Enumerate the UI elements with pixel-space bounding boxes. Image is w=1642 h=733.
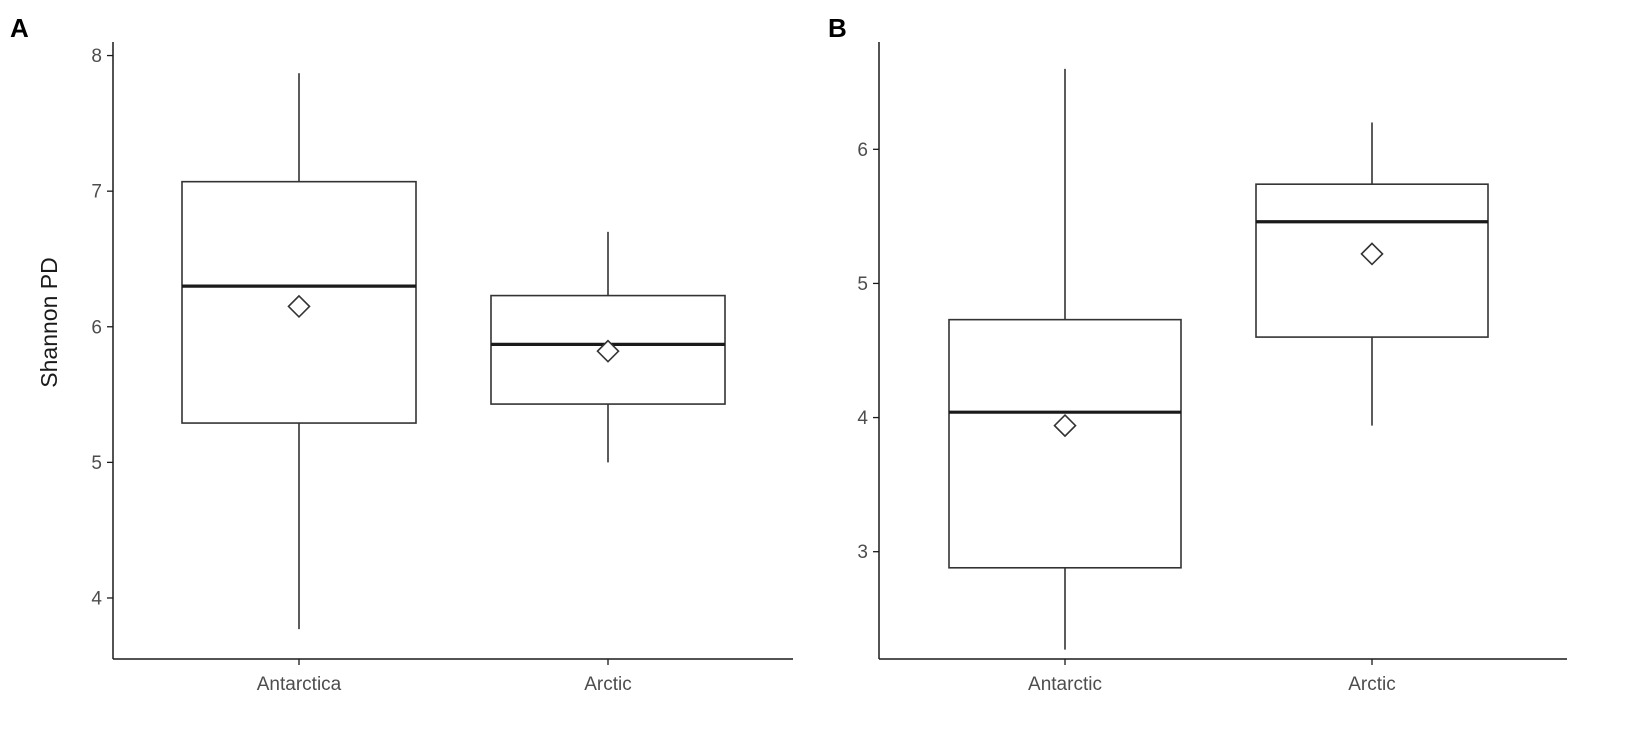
mean-marker — [287, 294, 311, 319]
y-tick-label: 4 — [857, 408, 868, 429]
mean-marker — [1053, 413, 1077, 438]
box-antarctic — [948, 68, 1182, 650]
box-arctic — [490, 231, 726, 463]
panel-label: A — [10, 13, 29, 43]
box-iqr — [181, 180, 417, 424]
panel-b: B 3 4 5 6 Antarctic Arctic — [828, 13, 1567, 695]
y-axis-title: Shannon PD — [36, 257, 62, 387]
y-tick-label: 5 — [91, 453, 102, 474]
x-tick-label: Antarctica — [257, 674, 342, 695]
box-iqr — [948, 318, 1182, 569]
mean-marker — [596, 339, 620, 363]
box-arctic — [1255, 122, 1489, 426]
panel-a: A Shannon PD 4 5 6 7 8 Antarctica Arctic — [10, 13, 793, 695]
y-tick-label: 4 — [91, 588, 102, 609]
x-tick-label: Arctic — [584, 674, 632, 695]
box-antarctica — [181, 73, 417, 630]
y-tick-label: 6 — [91, 317, 102, 338]
y-tick-label: 5 — [857, 274, 868, 295]
y-tick-label: 3 — [857, 542, 868, 563]
y-tick-label: 6 — [857, 140, 868, 161]
mean-marker — [1360, 242, 1384, 266]
x-tick-label: Antarctic — [1028, 674, 1102, 695]
x-tick-label: Arctic — [1348, 674, 1396, 695]
y-tick-label: 7 — [91, 182, 102, 203]
panel-label: B — [828, 13, 847, 43]
y-tick-label: 8 — [91, 46, 102, 67]
